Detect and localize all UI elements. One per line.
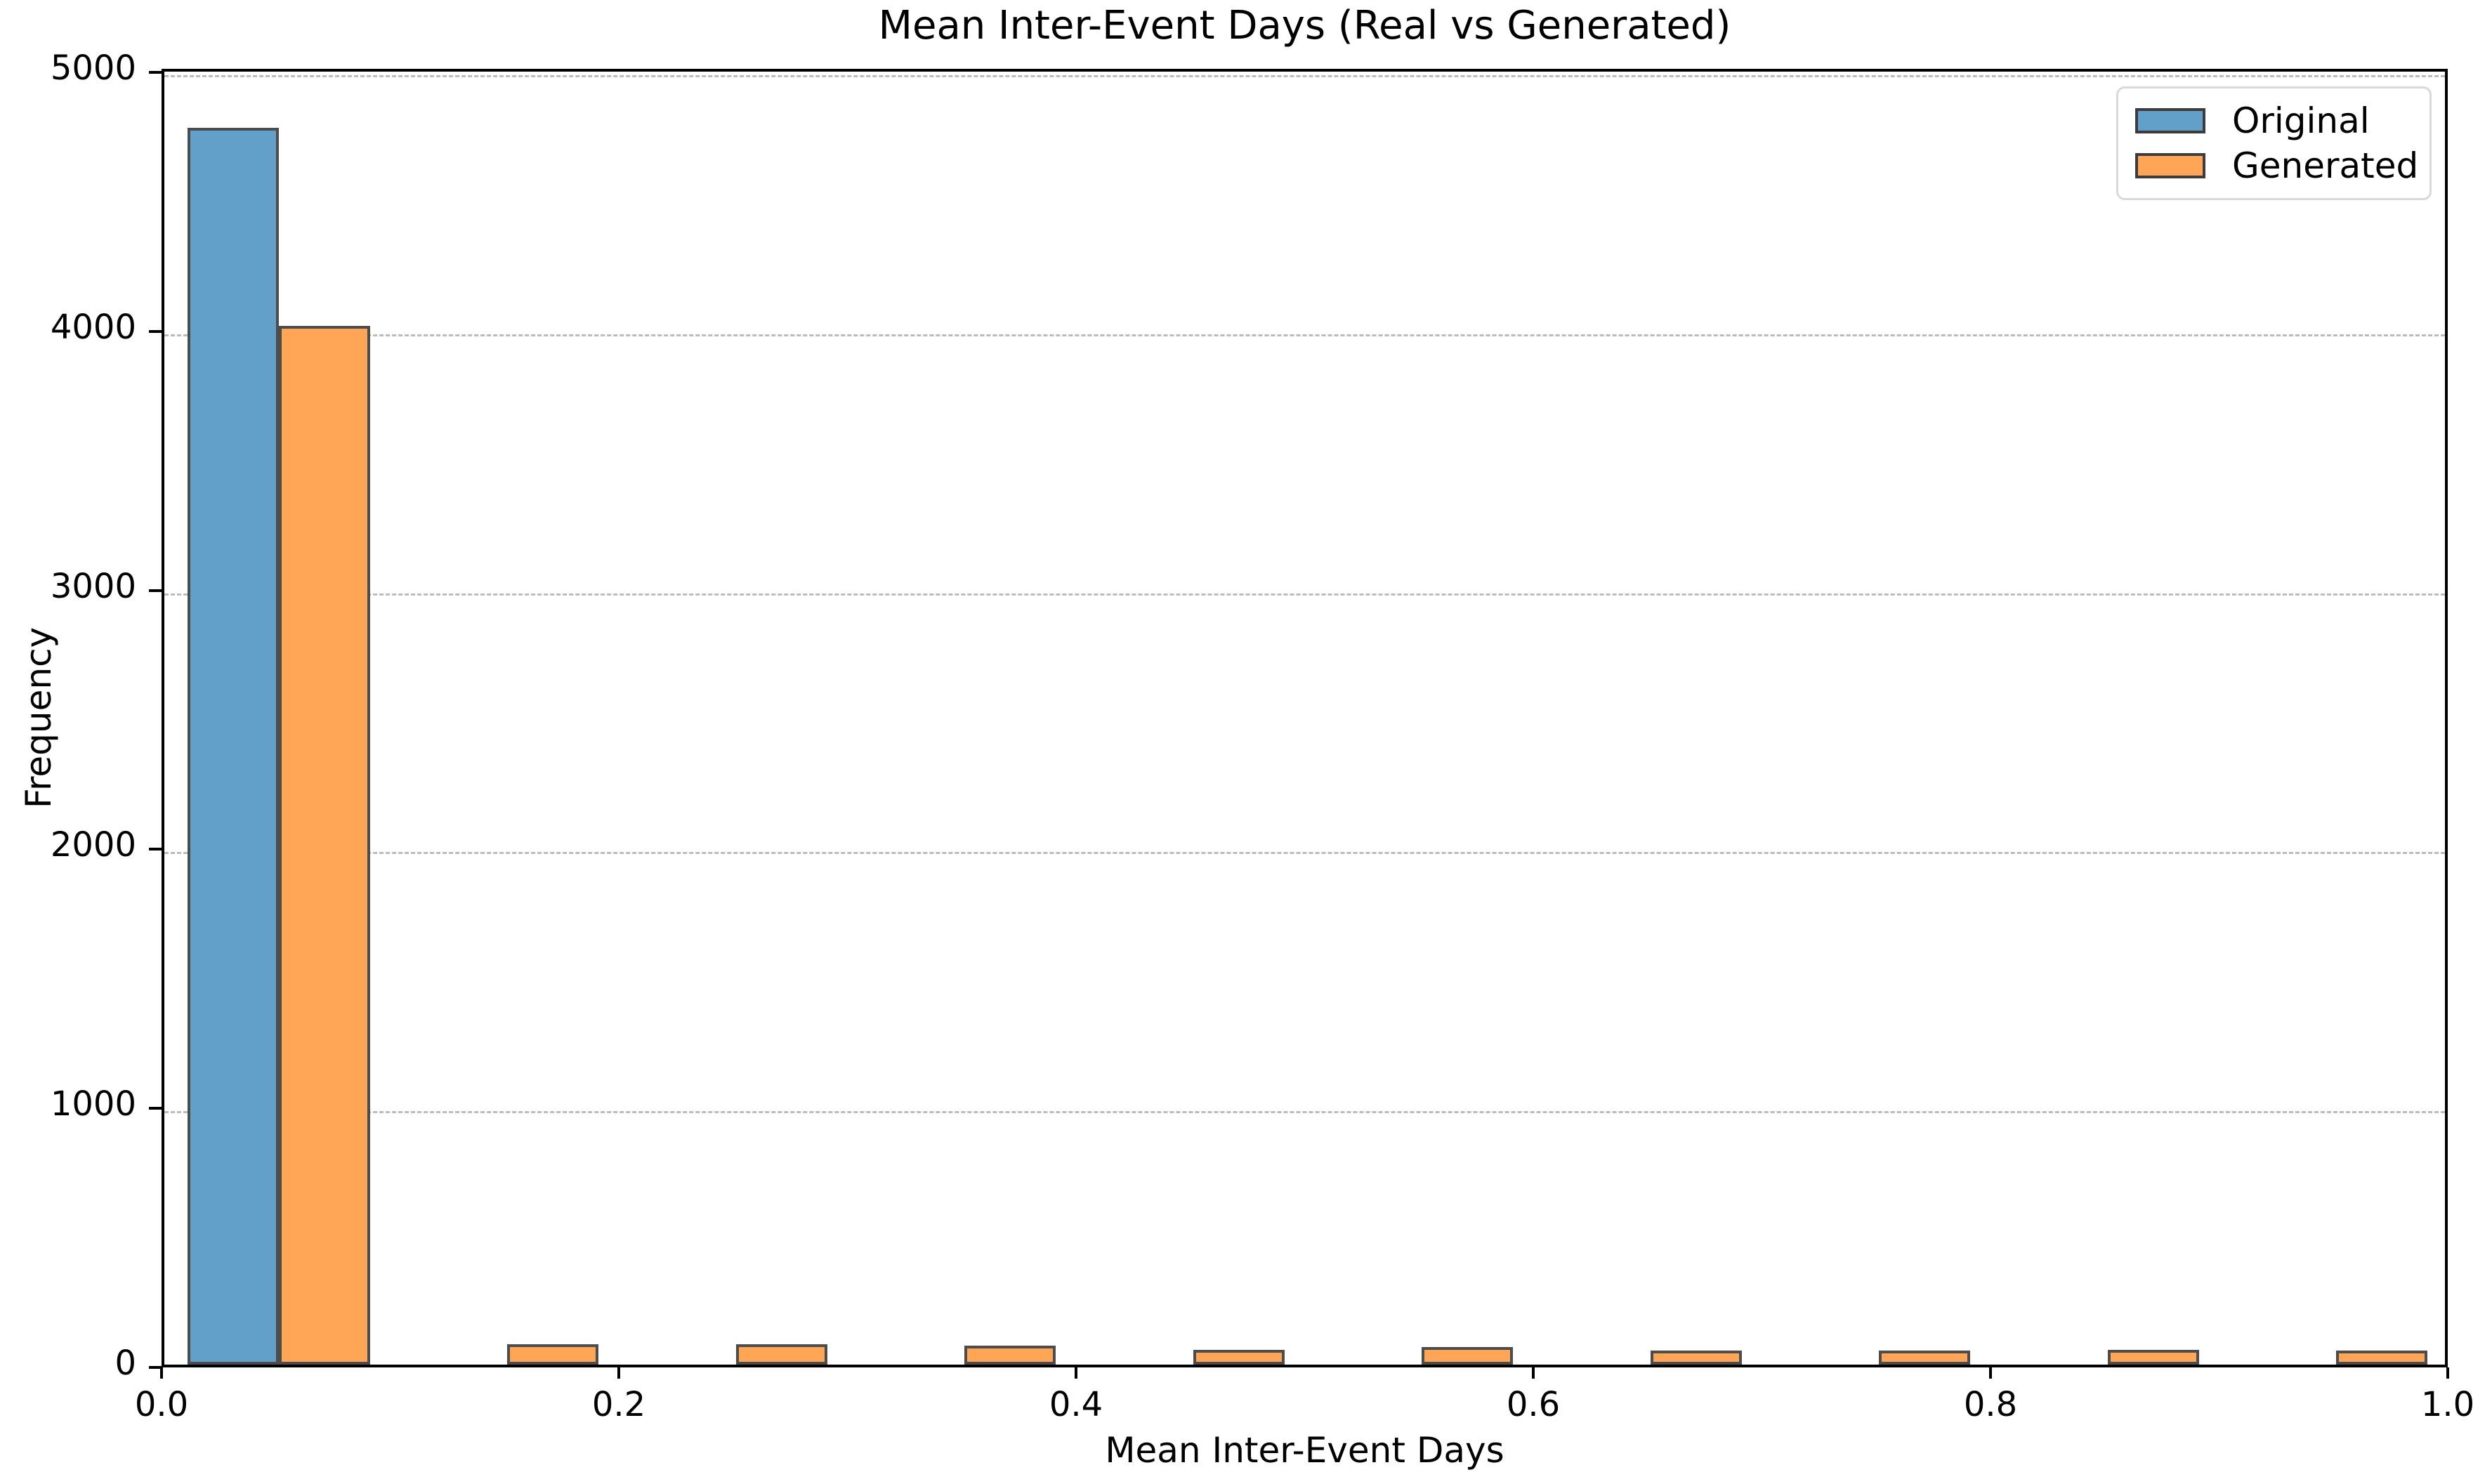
y-axis-tick — [149, 589, 162, 592]
x-axis-tick — [1989, 1367, 1992, 1379]
y-tick-label: 2000 — [50, 825, 136, 865]
x-axis-tick — [617, 1367, 620, 1379]
x-tick-label: 0.0 — [134, 1385, 189, 1424]
gridline — [164, 593, 2445, 596]
y-axis-tick — [149, 1107, 162, 1110]
histogram-bar-generated — [1422, 1346, 1514, 1365]
histogram-bar-generated — [735, 1344, 827, 1365]
y-axis-tick — [149, 848, 162, 851]
legend-item: Generated — [2135, 148, 2418, 183]
y-tick-label: 3000 — [50, 566, 136, 606]
legend: Original Generated — [2116, 86, 2432, 200]
gridline — [164, 334, 2445, 336]
histogram-bar-generated — [1650, 1351, 1742, 1365]
histogram-bar-generated — [1193, 1349, 1285, 1365]
y-tick-label: 0 — [114, 1344, 136, 1383]
x-axis-tick — [1075, 1367, 1077, 1379]
histogram-bar-generated — [964, 1346, 1056, 1365]
legend-swatch-original-icon — [2135, 107, 2205, 133]
y-axis-label-text: Frequency — [18, 626, 59, 809]
gridline — [164, 852, 2445, 855]
y-tick-label: 5000 — [50, 48, 136, 88]
chart-title: Mean Inter-Event Days (Real vs Generated… — [878, 3, 1731, 48]
x-tick-label: 0.2 — [591, 1385, 646, 1424]
x-axis-tick — [2446, 1367, 2449, 1379]
y-tick-label: 1000 — [50, 1084, 136, 1124]
histogram-bar-generated — [507, 1344, 599, 1365]
legend-item-label: Original — [2232, 100, 2370, 141]
legend-item: Original — [2135, 103, 2413, 138]
x-axis-label: Mean Inter-Event Days — [1105, 1430, 1504, 1471]
histogram-bar-original — [187, 127, 279, 1365]
y-tick-label: 4000 — [50, 307, 136, 347]
y-axis-tick — [149, 329, 162, 333]
x-axis-tick — [1532, 1367, 1535, 1379]
legend-swatch-generated-icon — [2135, 153, 2205, 179]
legend-item-label: Generated — [2232, 145, 2419, 187]
x-tick-label: 0.4 — [1049, 1385, 1103, 1424]
x-tick-label: 0.6 — [1506, 1385, 1561, 1424]
histogram-bar-generated — [2107, 1349, 2199, 1365]
x-tick-label: 0.8 — [1963, 1385, 2018, 1424]
gridline — [164, 75, 2445, 77]
histogram-bar-generated — [1879, 1350, 1971, 1365]
histogram-bar-generated — [278, 326, 370, 1365]
x-axis-tick — [160, 1367, 163, 1379]
gridline — [164, 1111, 2445, 1114]
y-axis-tick — [149, 1366, 162, 1369]
plot-area — [162, 69, 2448, 1367]
y-axis-tick — [149, 71, 162, 74]
histogram-bar-generated — [2336, 1351, 2428, 1365]
x-tick-label: 1.0 — [2420, 1385, 2475, 1424]
plot-inner — [164, 72, 2445, 1365]
